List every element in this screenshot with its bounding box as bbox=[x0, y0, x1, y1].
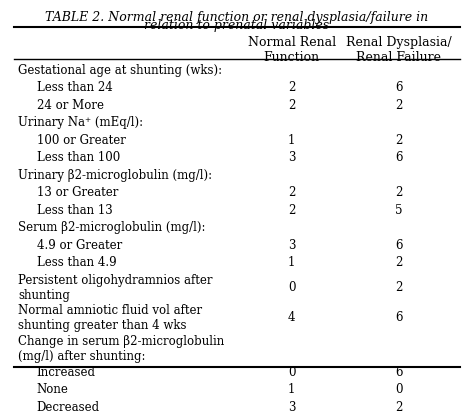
Text: 2: 2 bbox=[395, 256, 402, 269]
Text: Less than 24: Less than 24 bbox=[36, 81, 112, 94]
Text: Less than 13: Less than 13 bbox=[36, 204, 112, 217]
Text: 0: 0 bbox=[395, 383, 402, 396]
Text: 100 or Greater: 100 or Greater bbox=[36, 134, 126, 147]
Text: 3: 3 bbox=[288, 401, 295, 411]
Text: 2: 2 bbox=[288, 99, 295, 112]
Text: Serum β2-microglobulin (mg/l):: Serum β2-microglobulin (mg/l): bbox=[18, 221, 206, 234]
Text: Gestational age at shunting (wks):: Gestational age at shunting (wks): bbox=[18, 64, 222, 76]
Text: 6: 6 bbox=[395, 239, 402, 252]
Text: 2: 2 bbox=[395, 186, 402, 199]
Text: 1: 1 bbox=[288, 256, 295, 269]
Text: Urinary β2-microglobulin (mg/l):: Urinary β2-microglobulin (mg/l): bbox=[18, 169, 212, 182]
Text: 4.9 or Greater: 4.9 or Greater bbox=[36, 239, 122, 252]
Text: 2: 2 bbox=[395, 99, 402, 112]
Text: Change in serum β2-microglobulin
(mg/l) after shunting:: Change in serum β2-microglobulin (mg/l) … bbox=[18, 335, 225, 363]
Text: 6: 6 bbox=[395, 365, 402, 379]
Text: Less than 4.9: Less than 4.9 bbox=[36, 256, 116, 269]
Text: 5: 5 bbox=[395, 204, 402, 217]
Text: TABLE 2. Normal renal function or renal dysplasia/failure in: TABLE 2. Normal renal function or renal … bbox=[46, 11, 428, 24]
Text: Urinary Na⁺ (mEq/l):: Urinary Na⁺ (mEq/l): bbox=[18, 116, 144, 129]
Text: Persistent oligohydramnios after
shunting: Persistent oligohydramnios after shuntin… bbox=[18, 274, 213, 302]
Text: 0: 0 bbox=[288, 365, 295, 379]
Text: Less than 100: Less than 100 bbox=[36, 151, 120, 164]
Text: 2: 2 bbox=[288, 204, 295, 217]
Text: 13 or Greater: 13 or Greater bbox=[36, 186, 118, 199]
Text: Decreased: Decreased bbox=[36, 401, 100, 411]
Text: 0: 0 bbox=[288, 281, 295, 293]
Text: Normal Renal
Function: Normal Renal Function bbox=[247, 37, 336, 65]
Text: Increased: Increased bbox=[36, 365, 96, 379]
Text: 2: 2 bbox=[288, 81, 295, 94]
Text: 2: 2 bbox=[395, 281, 402, 293]
Text: 2: 2 bbox=[395, 401, 402, 411]
Text: 3: 3 bbox=[288, 151, 295, 164]
Text: 2: 2 bbox=[395, 134, 402, 147]
Text: None: None bbox=[36, 383, 68, 396]
Text: 6: 6 bbox=[395, 151, 402, 164]
Text: 2: 2 bbox=[288, 186, 295, 199]
Text: relation to prenatal variables: relation to prenatal variables bbox=[145, 19, 329, 32]
Text: 6: 6 bbox=[395, 81, 402, 94]
Text: Normal amniotic fluid vol after
shunting greater than 4 wks: Normal amniotic fluid vol after shunting… bbox=[18, 305, 202, 332]
Text: 24 or More: 24 or More bbox=[36, 99, 104, 112]
Text: 4: 4 bbox=[288, 311, 295, 324]
Text: 1: 1 bbox=[288, 383, 295, 396]
Text: 3: 3 bbox=[288, 239, 295, 252]
Text: 1: 1 bbox=[288, 134, 295, 147]
Text: 6: 6 bbox=[395, 311, 402, 324]
Text: Renal Dysplasia/
Renal Failure: Renal Dysplasia/ Renal Failure bbox=[346, 37, 452, 65]
